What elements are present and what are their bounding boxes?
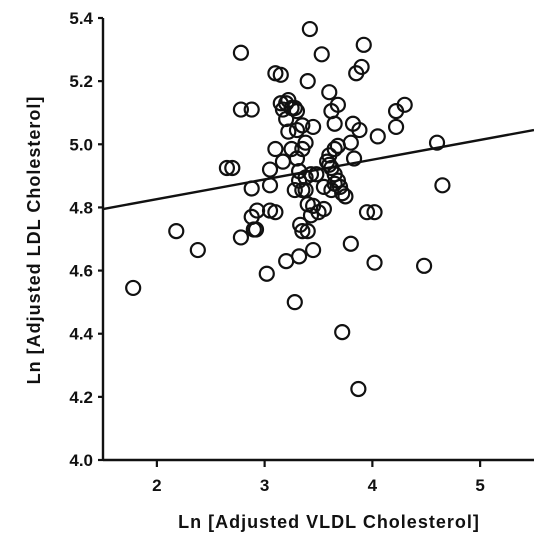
regression-line-group bbox=[103, 130, 534, 209]
scatter-point bbox=[389, 120, 403, 134]
scatter-point bbox=[191, 243, 205, 257]
scatter-point bbox=[357, 38, 371, 52]
data-points bbox=[126, 22, 449, 396]
scatter-point bbox=[245, 181, 259, 195]
scatter-point bbox=[344, 237, 358, 251]
scatter-point bbox=[344, 136, 358, 150]
scatter-point bbox=[234, 230, 248, 244]
scatter-point bbox=[306, 243, 320, 257]
scatter-point bbox=[368, 256, 382, 270]
x-tick-label: 2 bbox=[152, 476, 161, 495]
y-tick-label: 5.4 bbox=[69, 9, 93, 28]
scatter-point bbox=[234, 46, 248, 60]
scatter-point bbox=[288, 295, 302, 309]
scatter-point bbox=[263, 163, 277, 177]
scatter-point bbox=[335, 325, 349, 339]
scatter-point bbox=[331, 139, 345, 153]
scatter-point bbox=[260, 267, 274, 281]
scatter-point bbox=[276, 155, 290, 169]
scatter-point bbox=[303, 22, 317, 36]
scatter-point bbox=[126, 281, 140, 295]
y-tick-label: 5.0 bbox=[69, 135, 93, 154]
scatter-point bbox=[292, 249, 306, 263]
scatter-point bbox=[351, 382, 365, 396]
scatter-point bbox=[417, 259, 431, 273]
scatter-point bbox=[315, 47, 329, 61]
regression-line bbox=[103, 130, 534, 209]
scatter-point bbox=[435, 178, 449, 192]
scatter-point bbox=[263, 178, 277, 192]
x-axis-title: Ln [Adjusted VLDL Cholesterol] bbox=[178, 512, 480, 532]
scatter-point bbox=[245, 103, 259, 117]
y-tick-label: 4.8 bbox=[69, 198, 93, 217]
x-tick-label: 5 bbox=[475, 476, 484, 495]
scatter-point bbox=[268, 142, 282, 156]
scatter-point bbox=[371, 129, 385, 143]
scatter-point bbox=[169, 224, 183, 238]
scatter-point bbox=[322, 85, 336, 99]
y-tick-label: 4.6 bbox=[69, 262, 93, 281]
y-ticks: 4.0 4.2 4.4 4.6 4.8 5.0 5.2 5.4 bbox=[69, 9, 103, 470]
y-tick-label: 5.2 bbox=[69, 72, 93, 91]
axes bbox=[103, 18, 534, 460]
scatter-point bbox=[328, 117, 342, 131]
y-tick-label: 4.4 bbox=[69, 325, 93, 344]
x-tick-label: 4 bbox=[368, 476, 378, 495]
scatter-point bbox=[301, 74, 315, 88]
y-tick-label: 4.0 bbox=[69, 451, 93, 470]
x-tick-label: 3 bbox=[260, 476, 269, 495]
y-tick-label: 4.2 bbox=[69, 388, 93, 407]
x-ticks: 2 3 4 5 bbox=[152, 460, 485, 495]
y-axis-title: Ln [Adjusted LDL Cholesterol] bbox=[24, 96, 44, 385]
